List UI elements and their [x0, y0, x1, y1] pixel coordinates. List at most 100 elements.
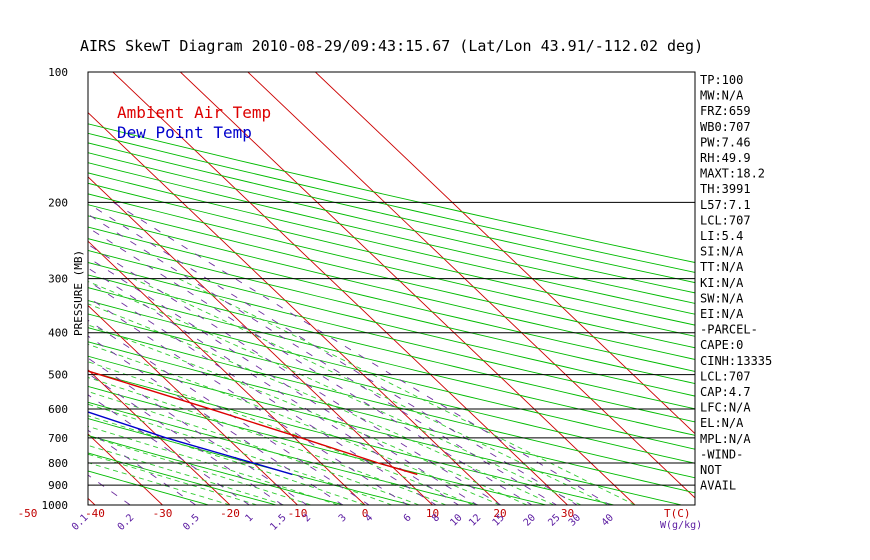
stat-item: EL:N/A [700, 416, 744, 430]
mixing-ratio-tick-label: 0.5 [181, 512, 202, 533]
stat-item: MPL:N/A [700, 432, 751, 446]
stat-item: LCL:707 [700, 213, 751, 227]
pressure-tick-label: 700 [48, 432, 68, 445]
stat-item: MAXT:18.2 [700, 167, 765, 181]
mixing-ratio-tick-label: 6 [402, 512, 414, 524]
dry-adiabat-line [88, 434, 346, 505]
bottom-temp-tick-label: -20 [220, 507, 240, 520]
pressure-tick-label: 1000 [42, 499, 69, 512]
bottom-temp-tick-label: -30 [153, 507, 173, 520]
isotherm-line [88, 111, 501, 505]
dry-adiabat-line [88, 327, 695, 479]
dry-adiabat-line [88, 418, 414, 505]
isotherm-line [0, 72, 28, 505]
bottom-temp-tick-label: -50 [18, 507, 38, 520]
mixing-ratio-tick-label: 3 [337, 512, 349, 524]
stat-item: CAP:4.7 [700, 385, 751, 399]
profiles [88, 370, 418, 476]
stat-item: SW:N/A [700, 291, 744, 305]
moist-adiabat-line [88, 425, 339, 505]
dry-adiabat-line [88, 385, 549, 505]
mixing-ratio-axis-label: W(g/kg) [660, 520, 702, 531]
bottom-temp-tick-label: 30 [561, 507, 574, 520]
moist-adiabat-line [178, 278, 636, 505]
pressure-tick-label: 200 [48, 196, 68, 209]
dry-adiabat-line [88, 123, 695, 263]
dry-adiabat-line [88, 204, 695, 349]
dew-point-profile [88, 411, 293, 476]
chart-title: AIRS SkewT Diagram 2010-08-29/09:43:15.6… [80, 37, 703, 55]
mixing-ratio-tick-label: 20 [522, 512, 538, 528]
isotherm-line [315, 72, 695, 435]
moist-adiabat-line [88, 324, 528, 505]
dry-adiabat-line [88, 262, 695, 410]
dry-adiabat-line [88, 162, 695, 304]
mixing-ratio-line [88, 267, 460, 505]
pressure-tick-label: 800 [48, 457, 68, 470]
bottom-temp-tick-label: 10 [426, 507, 439, 520]
dry-adiabat-line [88, 274, 695, 423]
air-temp-profile [88, 370, 418, 476]
stat-item: CINH:13335 [700, 354, 772, 368]
dry-adiabat-line [88, 313, 695, 464]
moist-adiabat-line [88, 391, 420, 505]
moist-adiabat-line [88, 280, 582, 505]
stat-item: CAPE:0 [700, 338, 743, 352]
dry-adiabat-line [88, 300, 695, 450]
stat-item: RH:49.9 [700, 151, 751, 165]
mixing-ratio-tick-label: 0.2 [116, 512, 137, 533]
dry-adiabat-line [88, 182, 695, 326]
isobars [88, 201, 695, 486]
dry-adiabat-line [88, 452, 278, 505]
moist-adiabat-line [88, 462, 231, 505]
pressure-tick-label: 600 [48, 403, 68, 416]
dry-adiabat-line [88, 215, 695, 360]
stat-item: WB0:707 [700, 120, 751, 134]
mixing-ratio-line [88, 357, 308, 505]
mixing-ratio-tick-label: 2 [301, 512, 313, 524]
stat-item: AVAIL [700, 479, 736, 493]
stat-item: PW:7.46 [700, 135, 751, 149]
pressure-tick-label: 400 [48, 327, 68, 340]
moist-adiabat-line [88, 403, 393, 505]
dry-adiabat-line [88, 172, 695, 315]
bottom-temperature-ticks: -50 -40 -30 -20 -10 0 10 20 30 [18, 507, 575, 520]
stat-item: TH:3991 [700, 182, 751, 196]
mixing-ratio-line [88, 335, 344, 505]
mixing-ratio-tick-label: 12 [467, 512, 483, 528]
dry-adiabat-line [88, 401, 481, 505]
stat-item: EI:N/A [700, 307, 744, 321]
bottom-temp-tick-label: -40 [85, 507, 105, 520]
isotherm-line [88, 240, 366, 505]
isotherm-line [88, 369, 231, 505]
pressure-tick-label: 300 [48, 273, 68, 286]
dry-adiabat-line [88, 287, 695, 436]
moist-adiabat-line [88, 377, 447, 505]
mixing-ratio-line [88, 429, 197, 505]
moist-adiabat-line [88, 415, 366, 505]
mixing-ratio-tick-label: 1.5 [268, 512, 289, 533]
pressure-tick-label: 900 [48, 479, 68, 492]
stat-item: NOT [700, 463, 722, 477]
plot-frame [87, 71, 696, 506]
moist-adiabat-line [133, 278, 609, 505]
dry-adiabat-line [88, 226, 695, 372]
dry-adiabat-line [88, 152, 695, 294]
bottom-temp-tick-label: 20 [493, 507, 506, 520]
stat-item: -WIND- [700, 447, 743, 461]
isotherm-line [88, 304, 298, 505]
stat-item: FRZ:659 [700, 104, 751, 118]
isotherm-line [88, 176, 433, 505]
mixing-ratio-line [88, 280, 437, 505]
mixing-ratio-line [112, 201, 611, 505]
bottom-temp-tick-label: -10 [288, 507, 308, 520]
stat-item: TP:100 [700, 73, 743, 87]
mixing-ratio-tick-label: 4 [363, 512, 375, 524]
stat-item: MW:N/A [700, 89, 744, 103]
x-axis-label: T(C) [664, 507, 691, 520]
mixing-ratio-tick-label: 1 [243, 512, 255, 524]
dry-adiabat-line [88, 142, 695, 284]
bottom-temp-tick-label: 0 [362, 507, 369, 520]
